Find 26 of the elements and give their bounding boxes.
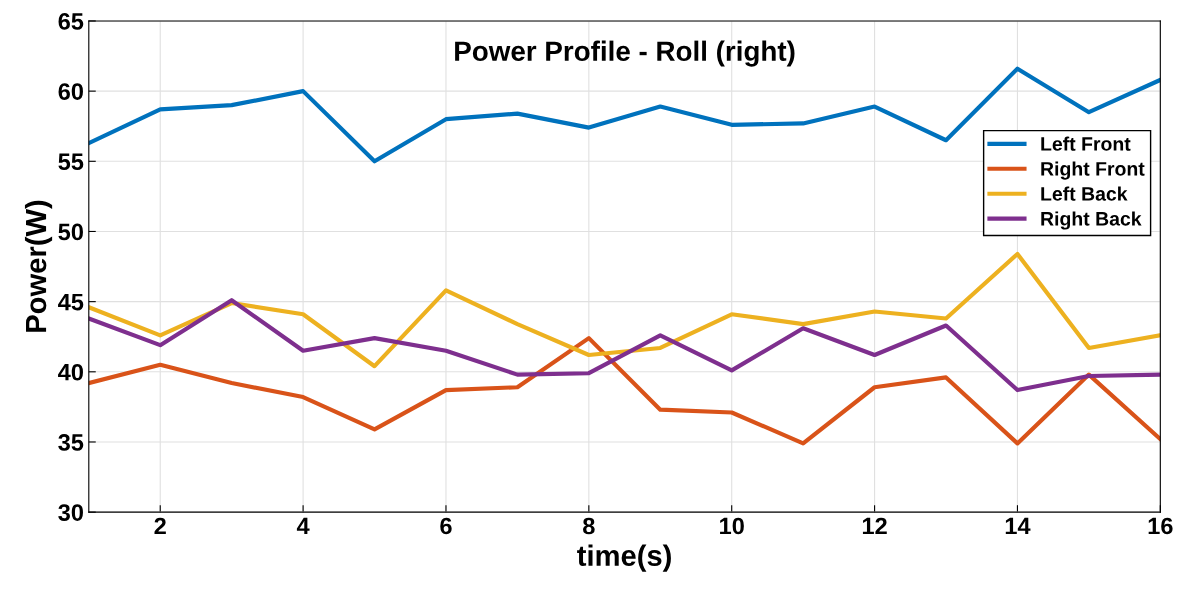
x-tick-label: 14 bbox=[1005, 517, 1031, 535]
y-tick-label: 30 bbox=[58, 504, 83, 521]
legend-label: Left Front bbox=[1041, 136, 1131, 151]
y-tick-label: 55 bbox=[58, 153, 84, 171]
x-tick-label: 4 bbox=[296, 517, 310, 535]
legend-label: Right Front bbox=[1041, 161, 1145, 180]
x-tick-label: 2 bbox=[154, 517, 166, 535]
y-axis-title: Power(W) bbox=[24, 200, 53, 332]
x-axis-title: time(s) bbox=[577, 544, 671, 572]
x-tick-label: 16 bbox=[1148, 517, 1173, 535]
text: Power Profile - Roll (right) bbox=[455, 40, 795, 67]
line-series bbox=[88, 336, 1161, 446]
line-series bbox=[88, 298, 1161, 393]
y-tick-label: 60 bbox=[58, 83, 83, 100]
x-tick-label: 6 bbox=[440, 517, 452, 535]
legend-label: Left Back bbox=[1041, 186, 1128, 201]
line-series bbox=[88, 251, 1161, 369]
y-tick-label: 40 bbox=[58, 363, 83, 381]
x-tick-label: 8 bbox=[583, 517, 595, 535]
y-tick-label: 50 bbox=[58, 223, 83, 241]
y-tick-label: 45 bbox=[58, 293, 84, 311]
y-tick-label: 65 bbox=[58, 13, 84, 30]
legend-label: Right Back bbox=[1041, 211, 1142, 230]
x-tick-label: 10 bbox=[720, 517, 744, 535]
y-tick-label: 35 bbox=[58, 434, 84, 451]
x-tick-label: 12 bbox=[862, 517, 887, 535]
